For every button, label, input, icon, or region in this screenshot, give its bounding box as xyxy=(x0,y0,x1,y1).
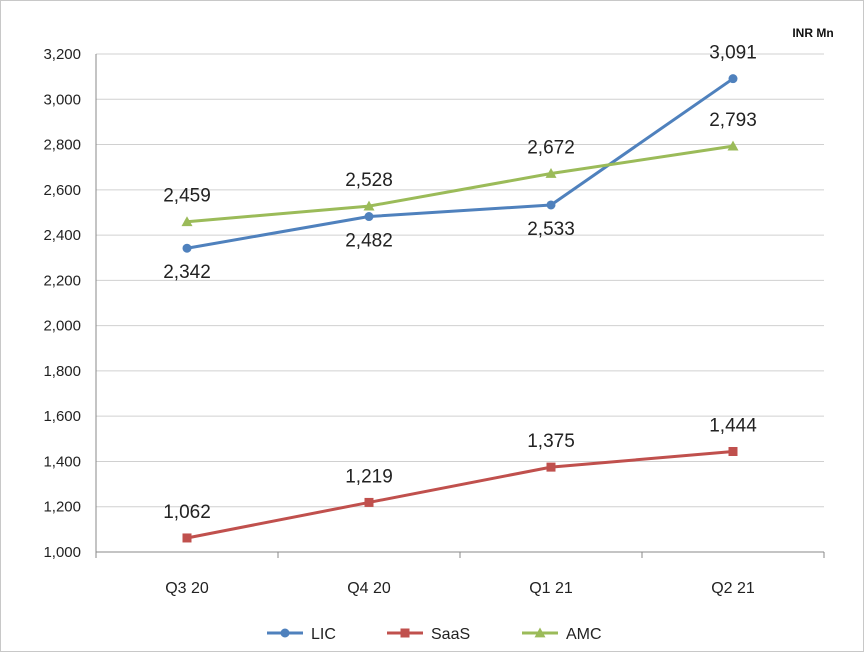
legend-label: LIC xyxy=(311,626,336,643)
data-point-amc xyxy=(181,216,193,227)
y-tick-label: 2,600 xyxy=(43,182,81,199)
y-tick-label: 1,800 xyxy=(43,363,81,380)
data-label-saas: 1,444 xyxy=(709,415,757,436)
y-tick-label: 3,000 xyxy=(43,91,81,108)
y-tick-label: 1,200 xyxy=(43,499,81,516)
data-point-lic xyxy=(546,200,556,210)
x-axis: Q3 20 Q4 20 Q1 21 Q2 21 xyxy=(95,551,825,597)
legend-item-amc: AMC xyxy=(522,626,602,643)
legend-marker-lic xyxy=(280,628,290,638)
data-label-amc: 2,528 xyxy=(345,170,393,191)
y-tick-label: 2,400 xyxy=(43,227,81,244)
data-point-lic xyxy=(364,212,374,222)
y-tick-label: 1,600 xyxy=(43,408,81,425)
y-axis: 1,000 1,200 1,400 1,600 1,800 2,000 2,200 2,400… xyxy=(43,46,97,561)
y-tick-label: 1,400 xyxy=(43,453,81,470)
data-label-amc: 2,459 xyxy=(163,186,211,207)
y-tick-label: 2,000 xyxy=(43,318,81,335)
series-line-lic xyxy=(186,77,734,250)
legend: LIC SaaS AMC xyxy=(267,626,602,643)
data-point-saas xyxy=(728,446,738,456)
x-tick-label: Q4 20 xyxy=(347,580,391,597)
series-saas: 1,062 1,219 1,375 1,444 xyxy=(163,415,757,543)
data-point-saas xyxy=(546,462,556,472)
y-tick-label: 2,200 xyxy=(43,272,81,289)
legend-marker-saas xyxy=(400,628,410,638)
series-line-saas xyxy=(186,450,734,540)
data-label-saas: 1,375 xyxy=(527,431,575,452)
y-tick-label: 1,000 xyxy=(43,544,81,561)
series-amc: 2,459 2,528 2,672 2,793 xyxy=(163,110,757,227)
legend-item-lic: LIC xyxy=(267,626,336,643)
data-point-amc xyxy=(545,168,557,178)
series-line-amc xyxy=(186,144,734,224)
data-point-lic xyxy=(728,74,738,84)
data-point-lic xyxy=(182,243,192,253)
data-label-lic: 2,482 xyxy=(345,231,393,252)
data-label-saas: 1,062 xyxy=(163,502,211,523)
y-tick-label: 3,200 xyxy=(43,46,81,63)
x-tick-label: Q1 21 xyxy=(529,580,573,597)
data-point-amc xyxy=(727,140,739,151)
data-point-saas xyxy=(364,497,374,507)
y-tick-label: 2,800 xyxy=(43,137,81,154)
data-point-saas xyxy=(182,533,192,543)
legend-marker-amc xyxy=(534,627,546,638)
legend-label: SaaS xyxy=(431,626,470,643)
legend-label: AMC xyxy=(566,626,602,643)
series-lic: 2,342 2,482 2,533 3,091 xyxy=(163,43,757,284)
data-label-amc: 2,793 xyxy=(709,110,757,131)
data-label-saas: 1,219 xyxy=(345,466,393,487)
data-point-amc xyxy=(363,200,375,211)
x-tick-label: Q2 21 xyxy=(711,580,755,597)
x-tick-label: Q3 20 xyxy=(165,580,209,597)
unit-label: INR Mn xyxy=(792,26,833,40)
legend-item-saas: SaaS xyxy=(387,626,470,643)
data-label-amc: 2,672 xyxy=(527,138,575,159)
series-group: 2,342 2,482 2,533 3,091 1,062 1,219 1,375 1,444… xyxy=(163,43,757,543)
data-label-lic: 2,533 xyxy=(527,219,575,240)
data-label-lic: 2,342 xyxy=(163,262,211,283)
data-label-lic: 3,091 xyxy=(709,43,757,64)
